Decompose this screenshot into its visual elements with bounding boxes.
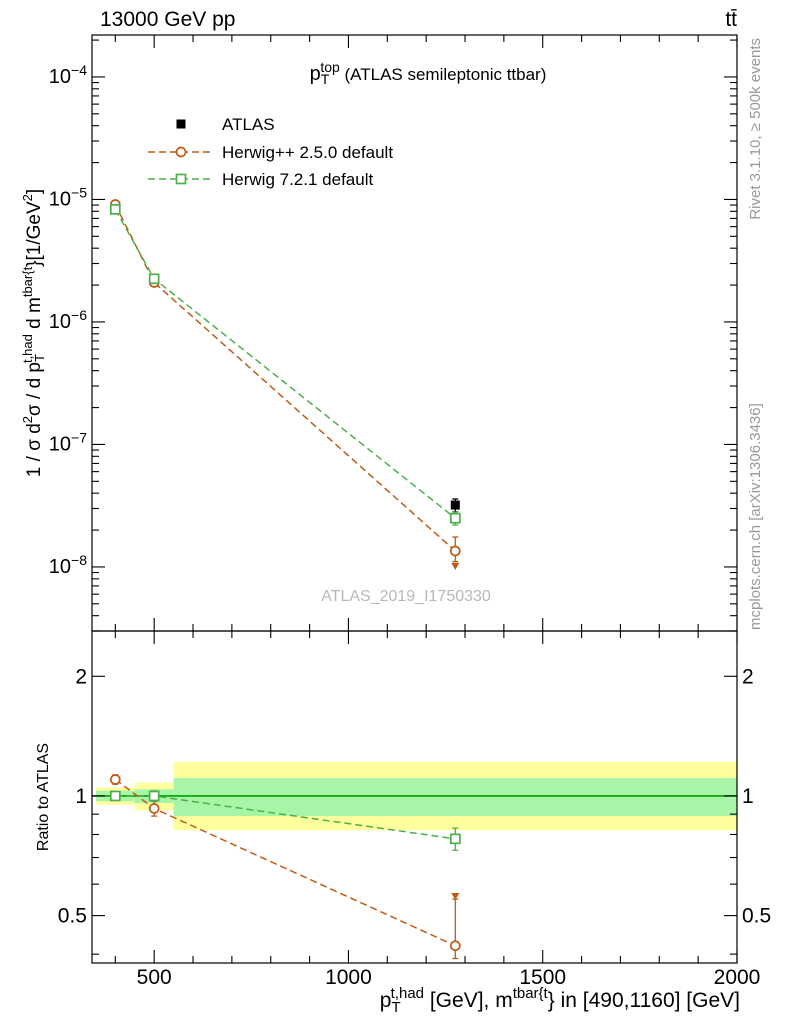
y-axis-tick-label: 10−4 — [49, 62, 87, 88]
legend-marker — [175, 173, 187, 185]
legend-marker — [176, 119, 186, 129]
header-process: tt̄ — [725, 8, 737, 31]
mc-line-main — [114, 208, 456, 519]
data-marker-main — [109, 204, 121, 215]
ratio-tick-label-left: 1 — [75, 785, 87, 808]
data-marker-ratio — [449, 833, 461, 845]
y-axis-tick-label: 10−8 — [49, 552, 87, 578]
data-marker-ratio — [148, 790, 160, 802]
legend-label: ATLAS — [222, 115, 275, 134]
ratio-uncertainty-band-green — [173, 777, 738, 817]
series-layer — [109, 199, 461, 960]
legend-marker — [175, 146, 187, 158]
legend-label: Herwig++ 2.5.0 default — [222, 143, 393, 162]
ratio-y-axis-label: Ratio to ATLAS — [35, 743, 52, 851]
mc-line-main — [114, 204, 456, 552]
y-axis-tick-label: 10−5 — [49, 184, 87, 210]
data-marker-ratio — [449, 940, 461, 952]
watermark: ATLAS_2019_I1750330 — [321, 588, 491, 605]
ratio-panel-frame — [91, 630, 738, 964]
x-axis-tick-label: 1000 — [325, 966, 372, 989]
data-marker-ratio — [109, 790, 121, 802]
data-marker-main — [450, 500, 460, 510]
x-axis-label: pTt,had [GeV], mtbar{t} in [490,1160] [G… — [380, 985, 740, 1016]
mcplots-credit-note: mcplots.cern.ch [arXiv:1306.3436] — [747, 403, 764, 630]
ratio-tick-label-left: 0.5 — [58, 905, 87, 928]
titles-layer: pTtop (ATLAS semileptonic ttbar) pTt,had … — [20, 59, 740, 1016]
ratio-tick-label-right: 2 — [742, 665, 754, 688]
data-marker-main — [449, 545, 461, 557]
x-axis-tick-label: 500 — [137, 966, 172, 989]
legend-label: Herwig 7.2.1 default — [222, 170, 373, 189]
data-marker-main — [148, 273, 160, 285]
ratio-bands-layer — [92, 761, 738, 831]
rivet-version-note: Rivet 3.1.10, ≥ 500k events — [747, 38, 764, 220]
x-axis-tick-label: 2000 — [714, 966, 761, 989]
header-beam-energy: 13000 GeV pp — [100, 8, 235, 31]
arrow-down-marker — [451, 562, 460, 570]
y-axis-label: 1 / σ d2σ / d pTt,had d mtbar{t}[1/GeV2] — [20, 189, 47, 477]
y-axis-tick-label: 10−7 — [49, 429, 87, 455]
ratio-tick-label-left: 2 — [75, 665, 87, 688]
axes-layer: 500 1000 1500 2000 10−4 10−5 10−6 10−7 10−8 0.5 0.… — [49, 34, 771, 989]
ratio-tick-label-right: 0.5 — [742, 905, 771, 928]
legend: ATLAS Herwig++ 2.5.0 default Herwig 7.2.1 … — [148, 115, 393, 189]
ratio-tick-label-right: 1 — [742, 785, 754, 808]
arrow-down-marker — [451, 893, 460, 901]
data-marker-main — [449, 512, 461, 524]
x-axis-tick-label: 1500 — [519, 966, 566, 989]
plot-title: pTtop (ATLAS semileptonic ttbar) — [310, 59, 547, 87]
main-panel-frame — [91, 34, 738, 632]
data-marker-ratio — [148, 803, 160, 814]
data-marker-ratio — [109, 774, 121, 785]
y-axis-tick-label: 10−6 — [49, 307, 87, 333]
